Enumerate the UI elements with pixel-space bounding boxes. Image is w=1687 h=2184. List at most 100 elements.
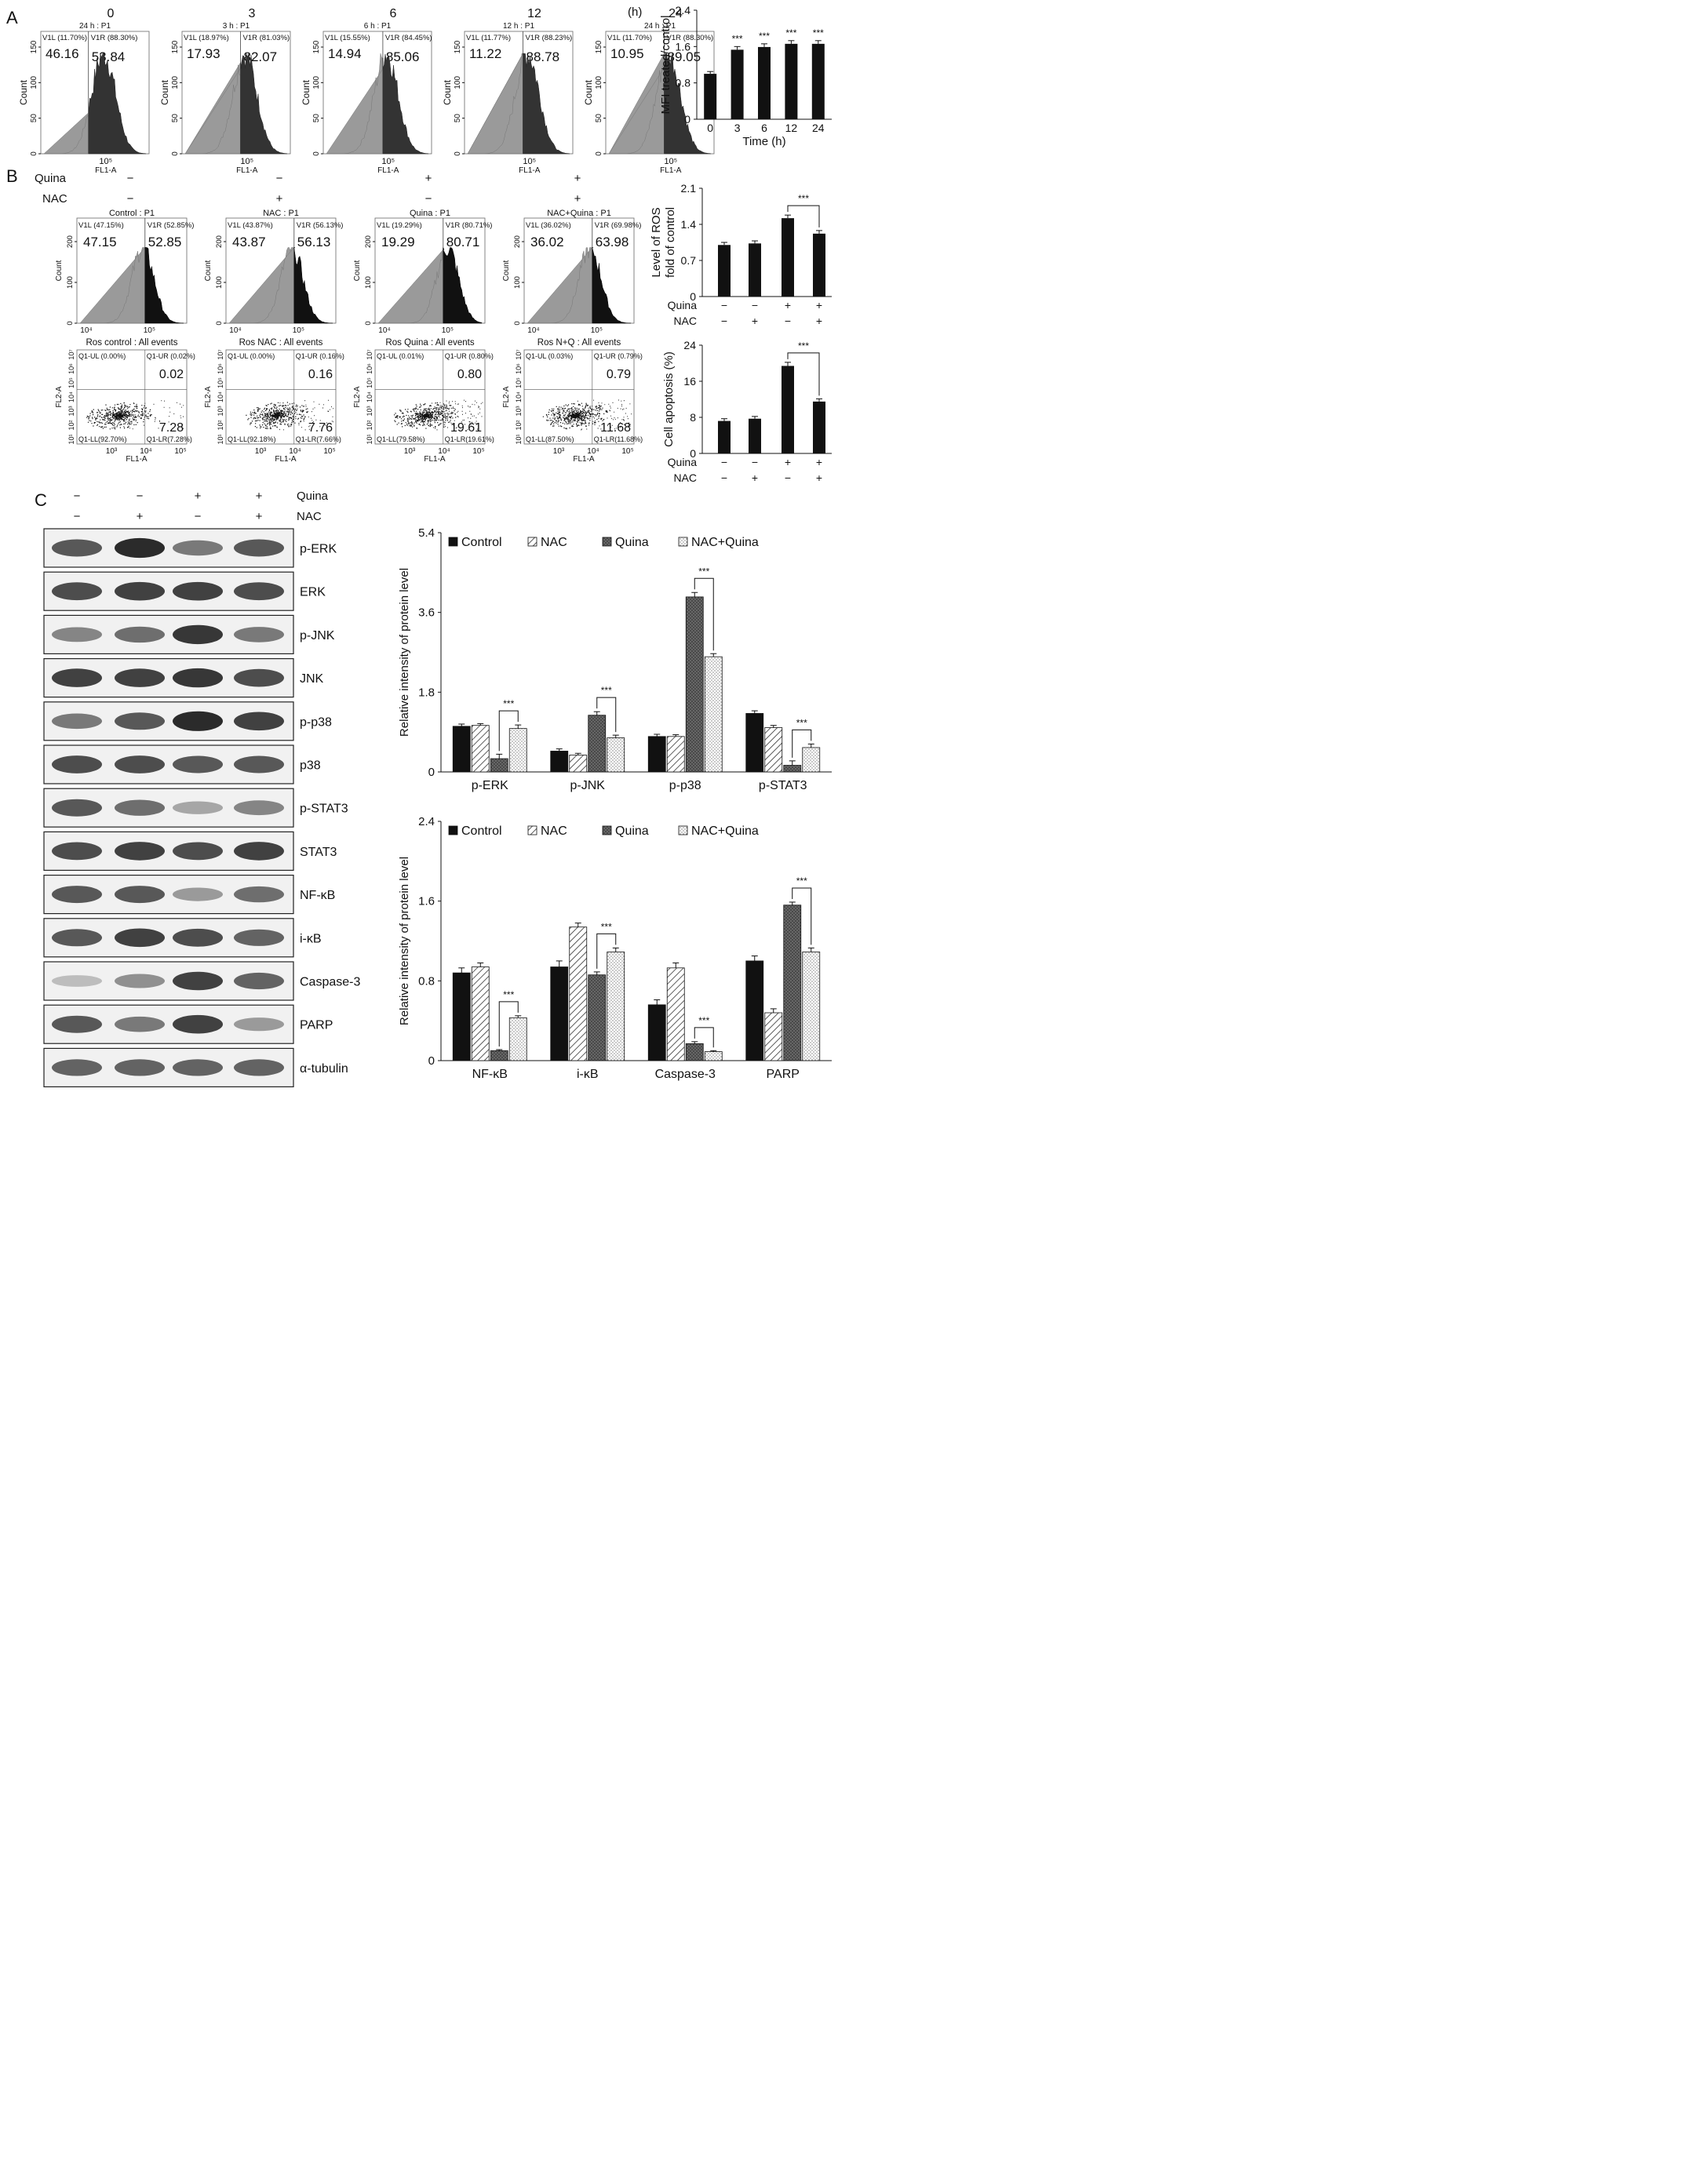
blot-strip: PARP bbox=[43, 1004, 333, 1044]
histogram-right-fill bbox=[592, 247, 632, 324]
y-tick-label: 100 bbox=[66, 276, 75, 289]
bar-1 bbox=[471, 966, 490, 1061]
legend-label: NAC bbox=[541, 536, 567, 549]
bar bbox=[813, 401, 825, 453]
x-tick-label: 6 bbox=[761, 122, 767, 134]
treatment-nac-mark: − bbox=[785, 315, 791, 327]
x-axis-label: FL1-A bbox=[519, 166, 541, 175]
bar-2 bbox=[685, 1043, 704, 1061]
blot-band bbox=[234, 972, 284, 990]
legend-label: Control bbox=[461, 536, 502, 549]
legend-swatch bbox=[602, 537, 612, 547]
blot-strip: JNK bbox=[43, 657, 324, 698]
y-tick-label: 0 bbox=[171, 151, 180, 156]
percent-right: 88.78 bbox=[527, 49, 560, 64]
significance-mark: *** bbox=[798, 340, 809, 351]
y-tick-label: 10⁷ bbox=[366, 349, 373, 359]
y-tick-label: 16 bbox=[683, 375, 696, 388]
significance-bracket bbox=[792, 729, 812, 758]
percent-left: 46.16 bbox=[46, 46, 79, 61]
blot-band bbox=[173, 540, 223, 556]
blot-band bbox=[234, 842, 284, 861]
gate-label-left: V1L (19.29%) bbox=[377, 221, 422, 230]
blot-strip: NF-κB bbox=[43, 874, 335, 915]
y-tick-label: 100 bbox=[171, 76, 180, 89]
bar-3 bbox=[802, 747, 821, 773]
chart-ros: 0 0.7 1.4 2.1 − − − + + − + + Quina NAC *** Level of RO… bbox=[650, 182, 832, 327]
blot-band bbox=[173, 971, 223, 991]
x-axis-label: FL1-A bbox=[424, 455, 446, 464]
y-tick-label: 200 bbox=[215, 235, 224, 248]
bar-0 bbox=[550, 966, 569, 1061]
x-tick-label: 10⁴ bbox=[229, 326, 241, 335]
y-tick-label: 200 bbox=[513, 235, 522, 248]
percent-left: 11.22 bbox=[469, 46, 501, 61]
blot-band bbox=[115, 799, 165, 816]
bar bbox=[704, 74, 717, 119]
gate-label-right: V1R (88.30%) bbox=[91, 34, 138, 42]
bar bbox=[749, 418, 761, 453]
blot-band bbox=[115, 1016, 165, 1032]
y-tick-label: 1.4 bbox=[681, 218, 697, 231]
bar bbox=[749, 243, 761, 297]
scatter-title: Ros NAC : All events bbox=[239, 338, 323, 348]
x-tick-label: 10⁵ bbox=[99, 157, 112, 166]
blot-band bbox=[234, 800, 284, 816]
significance-mark: *** bbox=[759, 31, 770, 42]
x-tick-label: p-p38 bbox=[669, 779, 701, 792]
blot-label: p-STAT3 bbox=[300, 803, 348, 816]
blot-label: Caspase-3 bbox=[300, 976, 360, 989]
bar-1 bbox=[471, 725, 490, 773]
blot-band bbox=[115, 928, 165, 948]
x-tick-label: 10⁵ bbox=[523, 157, 536, 166]
scatter-title: Ros N+Q : All events bbox=[537, 338, 621, 348]
x-axis-label: FL1-A bbox=[275, 455, 297, 464]
histogram-right-fill bbox=[88, 53, 147, 155]
quadrant-ur-value: 0.16 bbox=[308, 368, 333, 381]
treatment-nac-mark: + bbox=[816, 471, 822, 484]
treatment-quina-mark: − bbox=[721, 456, 727, 468]
quadrant-lr-label: Q1-LR(11.68%) bbox=[594, 435, 643, 443]
percent-left: 47.15 bbox=[83, 235, 117, 249]
legend-swatch bbox=[602, 825, 612, 835]
bar-3 bbox=[704, 656, 723, 773]
significance-mark: *** bbox=[798, 193, 809, 204]
blot-band bbox=[173, 624, 223, 645]
x-tick-label: p-STAT3 bbox=[759, 779, 807, 792]
y-tick-label: 2.4 bbox=[418, 815, 435, 828]
x-tick-label: 3 bbox=[734, 122, 741, 134]
chart-apoptosis: 0 8 16 24 − − − + + − + + Quina NAC *** Cell apoptosis … bbox=[662, 339, 832, 484]
blot-band bbox=[173, 842, 223, 861]
bar-1 bbox=[569, 926, 588, 1061]
x-tick-label: 12 bbox=[785, 122, 798, 134]
y-tick-label: 50 bbox=[312, 114, 321, 123]
y-axis-label: Count bbox=[301, 79, 312, 105]
y-tick-label: 10⁶ bbox=[217, 363, 224, 374]
blot-label: p38 bbox=[300, 759, 321, 773]
quadrant-ur-label: Q1-UR (0.79%) bbox=[594, 352, 643, 360]
y-tick-label: 100 bbox=[30, 76, 38, 89]
blot-strip: p-p38 bbox=[43, 701, 332, 741]
x-tick-label: 10³ bbox=[404, 447, 416, 456]
chart-mfi: 0 0.8 1.6 2.4 0 *** 3 *** 6 *** 12 *** 24 Time (h) MFI… bbox=[659, 4, 832, 148]
x-tick-label: 10⁴ bbox=[587, 447, 599, 456]
x-tick-label: 10⁵ bbox=[472, 447, 484, 456]
y-tick-label: 10² bbox=[515, 420, 523, 430]
blot-band bbox=[173, 755, 223, 774]
y-tick-label: 150 bbox=[171, 40, 180, 53]
quina-row-label: Quina bbox=[668, 299, 698, 311]
flow-scatter-b: Ros Quina : All events Q1-UL (0.01%) Q1-UR… bbox=[353, 338, 494, 464]
bar bbox=[811, 43, 825, 119]
gate-label-left: V1L (47.15%) bbox=[78, 221, 124, 230]
histogram-title: NAC : P1 bbox=[263, 209, 299, 218]
x-tick-label: PARP bbox=[767, 1068, 800, 1081]
y-tick-label: 10⁵ bbox=[67, 377, 75, 388]
quadrant-lr-label: Q1-LR(7.28%) bbox=[147, 435, 192, 443]
significance-mark: *** bbox=[698, 566, 709, 577]
y-tick-label: 8 bbox=[690, 411, 696, 424]
y-tick-label: 10³ bbox=[366, 406, 373, 416]
treatment-quina-mark: + bbox=[785, 299, 791, 311]
flow-histogram-b: Control : P1 V1L (47.15%) V1R (52.85%) 47.1… bbox=[55, 209, 194, 335]
quadrant-lr-value: 11.68 bbox=[600, 421, 631, 435]
blot-strip: STAT3 bbox=[43, 831, 337, 872]
